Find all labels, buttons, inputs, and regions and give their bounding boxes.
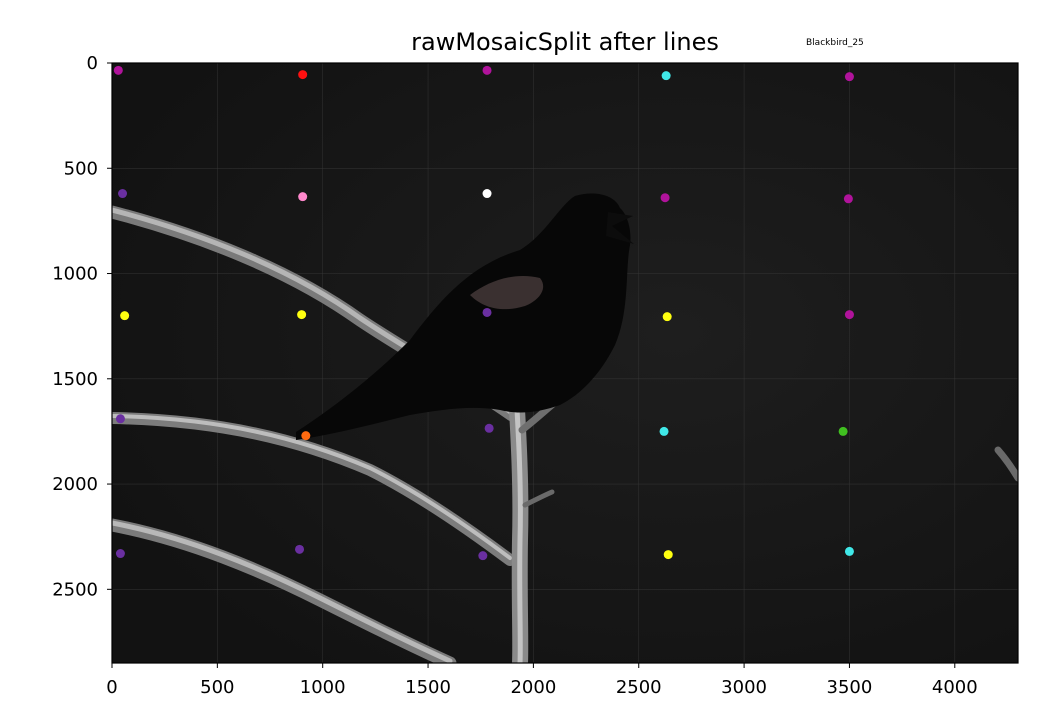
bird-wing-patch [470,275,544,310]
scatter-point [115,549,125,559]
x-tick-label: 0 [106,677,117,698]
x-tick-label: 3000 [721,677,767,698]
branch-lower-highlight [112,520,453,663]
y-tick-label: 2000 [52,474,98,495]
x-tick-label: 500 [200,677,234,698]
y-tick-label: 0 [87,53,98,74]
scatter-point [297,310,307,320]
scatter-point [113,65,123,75]
scatter-point [660,193,670,203]
plot-area [112,63,1018,663]
scatter-point [663,550,673,560]
x-tick-label: 1000 [300,677,346,698]
x-tick-label: 1500 [405,677,451,698]
chart-title: rawMosaicSplit after lines [411,28,719,56]
scatter-point [295,544,305,554]
y-axis: 0 500 1000 1500 2000 2500 [52,53,112,600]
image-label: Blackbird_25 [806,38,864,48]
scatter-points [113,65,854,561]
x-tick-label: 2500 [616,677,662,698]
bird-beak [606,212,634,244]
x-tick-label: 3500 [827,677,873,698]
scatter-point [301,431,311,441]
scatter-point [844,72,854,82]
branches-illustration [112,205,1018,663]
twig-lower-right [522,489,555,508]
scatter-point [843,194,853,204]
scatter-point [482,65,492,75]
y-tick-label: 1500 [52,369,98,390]
scatter-point [844,310,854,320]
y-tick-label: 500 [64,158,98,179]
y-tick-label: 1000 [52,264,98,285]
scatter-point [120,311,130,321]
scatter-point [118,189,128,199]
scatter-point [478,551,488,561]
scatter-point [482,307,492,317]
y-tick-label: 2500 [52,579,98,600]
scatter-point [115,414,125,424]
bird-body [296,193,631,440]
scatter-point [484,423,494,433]
edge-twig [994,446,1018,482]
x-tick-label: 4000 [932,677,978,698]
scatter-point [662,312,672,322]
x-axis: 0 500 1000 1500 2000 2500 3000 3500 4000 [106,663,978,698]
scatter-point [844,546,854,556]
scatter-point [298,192,308,202]
branch-middle-highlight [112,414,512,560]
scatter-point [659,426,669,436]
x-tick-label: 2000 [510,677,556,698]
scatter-point [838,426,848,436]
scatter-point [298,70,308,80]
scatter-point [661,71,671,81]
blackbird-illustration [296,193,634,440]
axes-frame [111,62,1019,664]
scatter-point [482,189,492,199]
